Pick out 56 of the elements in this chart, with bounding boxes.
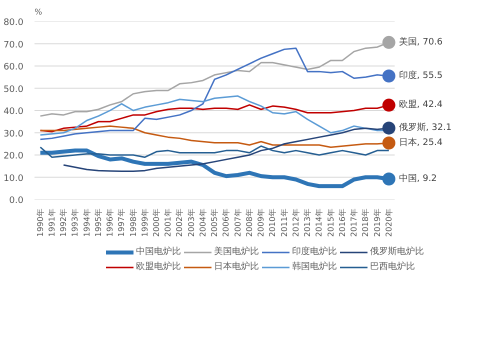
x-tick-label: 2015年 — [326, 208, 336, 237]
legend-label: 印度电炉比 — [292, 246, 337, 258]
x-tick-label: 1990年 — [36, 208, 45, 237]
legend-label: 巴西电炉比 — [370, 260, 415, 273]
x-tick-label: 1992年 — [59, 208, 68, 237]
data-label: 俄罗斯, 32.1 — [398, 122, 452, 134]
x-tick-label: 1999年 — [140, 208, 150, 237]
line-series — [40, 145, 390, 158]
x-tick-label: 2000年 — [152, 208, 161, 237]
y-tick-label: 70.0 — [3, 40, 24, 50]
x-tick-label: 1993年 — [70, 208, 80, 237]
x-tick-label: 2004年 — [198, 208, 208, 237]
x-tick-label: 2016年 — [338, 208, 347, 237]
data-label: 日本, 25.4 — [398, 136, 443, 148]
x-tick-label: 2019年 — [372, 208, 382, 237]
x-tick-label: 1996年 — [106, 208, 115, 237]
x-tick-label: 1998年 — [128, 208, 138, 237]
x-tick-label: 2020年 — [384, 208, 394, 237]
x-tick-label: 2018年 — [361, 208, 370, 237]
x-tick-label: 2017年 — [350, 208, 359, 237]
data-label: 美国, 70.6 — [398, 36, 443, 48]
data-label: 印度, 55.5 — [398, 70, 443, 82]
x-tick-label: 2007年 — [233, 208, 242, 237]
legend-label: 中国电炉比 — [136, 246, 181, 258]
x-tick-label: 1995年 — [94, 208, 103, 237]
x-tick-label: 2013年 — [303, 208, 312, 237]
x-tick-label: 2005年 — [210, 208, 220, 237]
x-tick-label: 2009年 — [256, 208, 266, 237]
x-tick-label: 2014年 — [314, 208, 324, 237]
data-label: 欧盟, 42.4 — [398, 99, 443, 110]
x-tick-label: 2002年 — [175, 208, 184, 237]
y-tick-label: 0.0 — [9, 196, 24, 206]
legend-label: 日本电炉比 — [214, 260, 259, 273]
y-tick-label: 80.0 — [3, 18, 24, 28]
x-tick-label: 2010年 — [268, 208, 278, 237]
x-tick-label: 1994年 — [82, 208, 92, 237]
y-tick-label: 50.0 — [3, 84, 24, 95]
x-tick-label: 2011年 — [280, 208, 289, 237]
legend-label: 美国电炉比 — [214, 246, 259, 258]
data-label: 中国, 9.2 — [398, 173, 437, 184]
y-axis-title: % — [34, 8, 42, 16]
x-tick-label: 2012年 — [291, 208, 300, 237]
x-tick-label: 1991年 — [47, 208, 56, 237]
y-tick-label: 40.0 — [3, 107, 24, 117]
y-tick-label: 60.0 — [3, 62, 24, 72]
legend-label: 韩国电炉比 — [292, 260, 337, 273]
y-tick-label: 30.0 — [3, 129, 24, 140]
x-tick-label: 2008年 — [244, 208, 254, 237]
x-tick-label: 2003年 — [186, 208, 196, 237]
y-tick-label: 20.0 — [3, 152, 24, 162]
x-tick-label: 2006年 — [222, 208, 231, 237]
legend-label: 俄罗斯电炉比 — [370, 246, 424, 258]
x-tick-label: 2001年 — [164, 208, 173, 237]
legend-label: 欧盟电炉比 — [136, 260, 181, 273]
x-tick-label: 1997年 — [117, 208, 126, 237]
y-tick-label: 10.0 — [3, 174, 24, 184]
